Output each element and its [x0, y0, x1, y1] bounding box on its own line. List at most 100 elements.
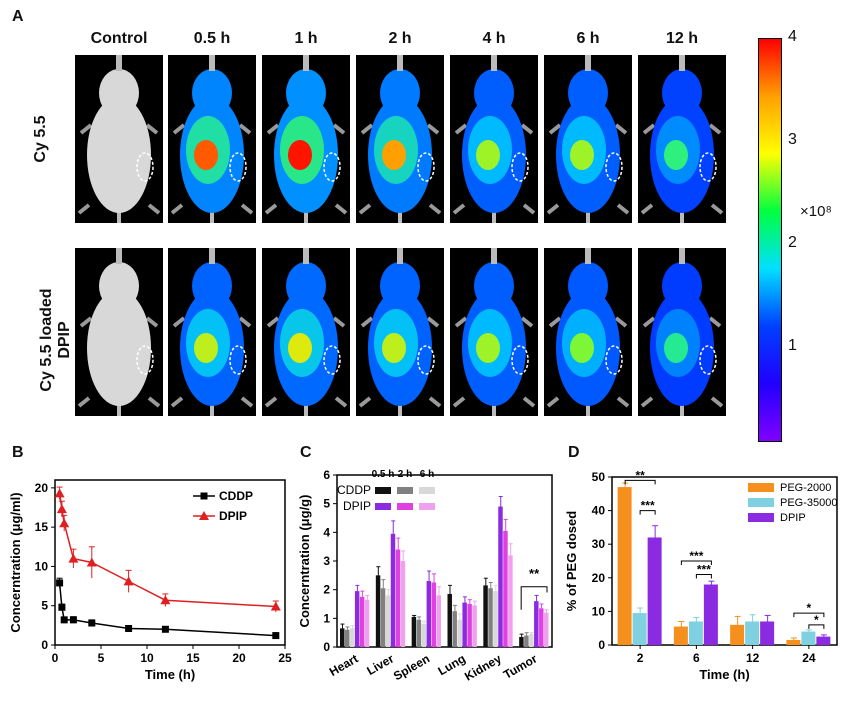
legend-swatch [397, 503, 413, 510]
legend-label: DPIP [780, 512, 806, 524]
signal-hotspot [476, 140, 500, 170]
chart-d: 0 10 20 30 40 50 % of PEG dosed Time (h) 2 6 12 24 *… [564, 468, 838, 682]
mouse-image-2-6 [544, 248, 632, 416]
data-point [68, 553, 79, 563]
legend-swatch [748, 498, 774, 507]
mouse-nose [397, 55, 403, 71]
bar [431, 582, 437, 647]
tumor-marker [323, 152, 341, 182]
mouse-legs [170, 316, 254, 408]
data-point [69, 616, 77, 624]
mouse-image-1-4 [356, 55, 444, 223]
mouse-image-2-3 [262, 248, 350, 416]
mouse-legs [452, 316, 536, 408]
x-axis-label: Time (h) [145, 667, 195, 682]
y-tick-label: 20 [592, 571, 606, 585]
legend-time-label: 0.5 h [372, 469, 395, 480]
x-tick-label: 0 [52, 651, 59, 665]
significance-label: *** [689, 549, 703, 563]
legend-swatch [419, 503, 435, 510]
mouse-image-1-6 [544, 55, 632, 223]
bar [344, 629, 350, 647]
mouse-legs [77, 316, 161, 408]
x-tick-label: 10 [140, 651, 154, 665]
mouse-legs [358, 316, 442, 408]
significance-bracket [695, 573, 712, 579]
bar [364, 599, 370, 647]
y-tick-label: 0 [323, 640, 330, 654]
y-axis-label: Concerntration (μg/ml) [8, 492, 23, 632]
mouse-legs [264, 123, 348, 215]
y-axis-label: % of PEG dosed [564, 511, 579, 611]
timepoint-label: 0.5 h [193, 30, 231, 47]
mouse-image-1-2 [168, 55, 256, 223]
bar [426, 581, 432, 647]
panel-d-label: D [568, 444, 580, 461]
x-tick-label: 5 [98, 651, 105, 665]
bar [462, 602, 467, 647]
legend-time-label: 6 h [420, 469, 434, 480]
data-point [58, 603, 66, 611]
y-tick-label: 4 [323, 525, 330, 539]
x-tick-label: 15 [186, 651, 200, 665]
legend-label: PEG-35000 [780, 497, 837, 509]
bar [519, 636, 524, 647]
mouse-nose [303, 248, 309, 264]
mouse-body [87, 290, 151, 406]
bar [534, 601, 539, 647]
bar [390, 533, 396, 647]
significance-label: * [814, 613, 819, 627]
significance-bracket [639, 510, 656, 515]
mouse-nose [116, 248, 122, 264]
mouse-nose [209, 55, 215, 71]
data-point [59, 518, 70, 528]
bar [632, 613, 647, 645]
legend-swatch [419, 487, 435, 494]
x-tick-label: 24 [802, 651, 816, 665]
y-tick-label: 30 [592, 537, 606, 551]
colorbar-tick-label: 2 [788, 234, 797, 251]
data-point [54, 488, 65, 498]
tumor-marker [136, 345, 154, 375]
bar [524, 635, 529, 647]
mouse-head [474, 262, 514, 310]
mouse-image-2-1 [75, 248, 163, 416]
significance-bracket [793, 612, 825, 618]
data-point [160, 595, 171, 605]
signal-hotspot [570, 333, 594, 363]
tumor-marker [699, 152, 717, 182]
bar [498, 506, 503, 647]
tumor-marker [511, 345, 529, 375]
x-tick-label: 25 [278, 651, 292, 665]
mouse-head [286, 69, 326, 117]
data-point [88, 619, 96, 627]
bar [730, 624, 745, 645]
legend-group-label: DPIP [343, 499, 371, 513]
mouse-head [99, 69, 139, 117]
colorbar-tick-label: 3 [788, 131, 797, 148]
significance-label: ** [635, 468, 645, 482]
bar [457, 619, 462, 647]
legend-label: DPIP [219, 509, 247, 523]
x-tick-label: 2 [637, 651, 644, 665]
mouse-legs [546, 123, 630, 215]
data-point [123, 576, 134, 586]
x-tick-label: 20 [232, 651, 246, 665]
row2-label-line1: Cy 5.5 loaded [38, 288, 55, 392]
mouse-image-2-2 [168, 248, 256, 416]
panel-c-label: C [300, 444, 312, 461]
legend-label: CDDP [219, 489, 253, 503]
mouse-legs [452, 123, 536, 215]
mouse-image-2-5 [450, 248, 538, 416]
bar [745, 621, 760, 645]
mouse-head [192, 69, 232, 117]
mouse-legs [170, 123, 254, 215]
tumor-marker [605, 345, 623, 375]
y-tick-label: 20 [35, 481, 49, 495]
signal-hotspot [382, 140, 406, 170]
x-axis-label: Time (h) [699, 667, 749, 682]
bar [760, 621, 775, 645]
y-tick-label: 10 [592, 604, 606, 618]
signal-hotspot [476, 333, 500, 363]
data-point [272, 632, 280, 640]
